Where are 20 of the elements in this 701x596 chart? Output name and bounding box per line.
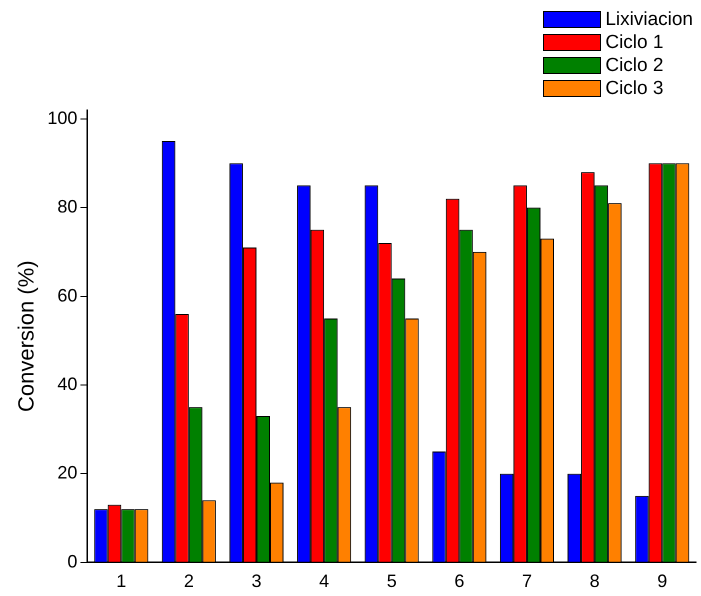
x-tick-label: 2 xyxy=(184,571,194,592)
x-tick-label: 5 xyxy=(386,571,397,592)
y-tick-label: 80 xyxy=(57,196,78,217)
y-tick-label: 20 xyxy=(57,462,78,483)
x-tick-label: 4 xyxy=(319,571,330,592)
legend-label: Lixiviacion xyxy=(605,8,693,30)
x-tick-label: 7 xyxy=(522,571,532,592)
y-tick-label: 60 xyxy=(57,285,78,306)
x-tick-label: 8 xyxy=(590,571,600,592)
x-tick-label: 9 xyxy=(657,571,668,592)
y-tick-label: 0 xyxy=(67,551,78,572)
legend-label: Ciclo 2 xyxy=(605,54,664,76)
x-tick-label: 6 xyxy=(454,571,464,592)
x-tick-label: 1 xyxy=(116,571,126,592)
legend-label: Ciclo 1 xyxy=(605,32,664,54)
y-tick-label: 40 xyxy=(57,374,78,394)
y-tick-label: 100 xyxy=(47,108,78,128)
legend-label: Ciclo 3 xyxy=(605,78,664,100)
y-axis-title: Conversion (%) xyxy=(13,260,38,412)
x-tick-label: 3 xyxy=(251,571,262,592)
